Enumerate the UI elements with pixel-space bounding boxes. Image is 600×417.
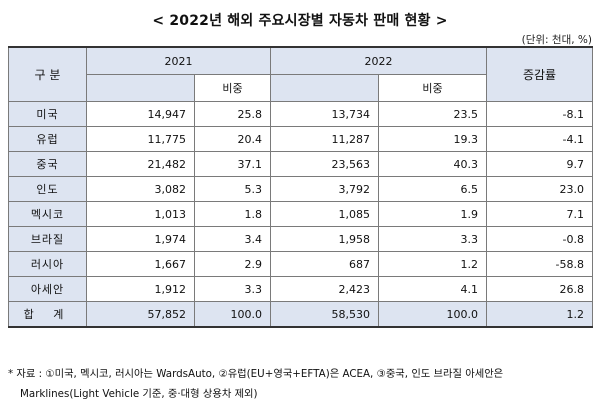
row-2021-share: 3.4 [194,226,271,252]
row-2022-volume: 11,287 [270,126,379,152]
row-2021-share: 25.8 [194,101,271,127]
total-row: 합 계 57,852 100.0 58,530 100.0 1.2 [8,301,593,328]
table-row: 미국 14,947 25.8 13,734 23.5 -8.1 [8,101,593,127]
row-2021-volume: 21,482 [86,151,195,177]
sales-table: 구 분 2021 2022 증감률 비중 비중 미국 14,947 25.8 13,7… [8,46,593,328]
table-row: 인도 3,082 5.3 3,792 6.5 23.0 [8,176,593,202]
total-change: 1.2 [486,301,593,328]
table-row: 러시아 1,667 2.9 687 1.2 -58.8 [8,251,593,277]
row-2022-volume: 23,563 [270,151,379,177]
row-market-name: 러시아 [8,251,87,277]
row-2022-share: 1.2 [378,251,487,277]
header-2022: 2022 [270,46,487,75]
row-2022-volume: 13,734 [270,101,379,127]
table-row: 멕시코 1,013 1.8 1,085 1.9 7.1 [8,201,593,227]
table-row: 중국 21,482 37.1 23,563 40.3 9.7 [8,151,593,177]
row-2021-share: 5.3 [194,176,271,202]
row-2022-volume: 1,958 [270,226,379,252]
table-row: 브라질 1,974 3.4 1,958 3.3 -0.8 [8,226,593,252]
row-2021-share: 3.3 [194,276,271,302]
header-2021-share: 비중 [194,74,271,102]
header-2022-volume [270,74,379,102]
source-note-line-2: Marklines(Light Vehicle 기준, 중·대형 상용차 제외) [20,388,258,400]
total-2021-share: 100.0 [194,301,271,328]
source-note: * 자료 : ①미국, 멕시코, 러시아는 WardsAuto, ②유럽(EU+… [8,364,594,404]
table-row: 아세안 1,912 3.3 2,423 4.1 26.8 [8,276,593,302]
total-label: 합 계 [8,301,87,328]
row-2022-share: 1.9 [378,201,487,227]
row-2022-volume: 1,085 [270,201,379,227]
row-2022-share: 3.3 [378,226,487,252]
row-2022-share: 4.1 [378,276,487,302]
row-market-name: 브라질 [8,226,87,252]
row-2021-share: 20.4 [194,126,271,152]
row-change: 7.1 [486,201,593,227]
row-2021-volume: 1,912 [86,276,195,302]
header-2021: 2021 [86,46,271,75]
row-2022-share: 23.5 [378,101,487,127]
total-2021-volume: 57,852 [86,301,195,328]
row-market-name: 인도 [8,176,87,202]
row-2021-share: 1.8 [194,201,271,227]
row-2022-share: 6.5 [378,176,487,202]
header-2022-share: 비중 [378,74,487,102]
row-2022-volume: 2,423 [270,276,379,302]
row-change: 23.0 [486,176,593,202]
unit-label: (단위: 천대, %) [521,34,592,46]
row-2021-volume: 14,947 [86,101,195,127]
row-2022-volume: 3,792 [270,176,379,202]
row-2021-volume: 1,667 [86,251,195,277]
row-2021-volume: 3,082 [86,176,195,202]
row-change: 9.7 [486,151,593,177]
row-2022-share: 19.3 [378,126,487,152]
row-market-name: 미국 [8,101,87,127]
row-2021-share: 37.1 [194,151,271,177]
header-change: 증감률 [486,46,593,102]
row-2021-volume: 11,775 [86,126,195,152]
row-2021-volume: 1,013 [86,201,195,227]
row-market-name: 멕시코 [8,201,87,227]
row-change: -4.1 [486,126,593,152]
table-row: 유럽 11,775 20.4 11,287 19.3 -4.1 [8,126,593,152]
row-2021-volume: 1,974 [86,226,195,252]
row-2022-volume: 687 [270,251,379,277]
row-2022-share: 40.3 [378,151,487,177]
row-change: -58.8 [486,251,593,277]
row-change: -8.1 [486,101,593,127]
row-change: 26.8 [486,276,593,302]
total-2022-share: 100.0 [378,301,487,328]
source-note-line-1: * 자료 : ①미국, 멕시코, 러시아는 WardsAuto, ②유럽(EU+… [8,368,504,380]
row-market-name: 아세안 [8,276,87,302]
row-market-name: 중국 [8,151,87,177]
total-2022-volume: 58,530 [270,301,379,328]
header-2021-volume [86,74,195,102]
row-change: -0.8 [486,226,593,252]
header-category: 구 분 [8,46,87,102]
row-market-name: 유럽 [8,126,87,152]
row-2021-share: 2.9 [194,251,271,277]
table-title: < 2022년 해외 주요시장별 자동차 판매 현황 > [152,13,448,29]
